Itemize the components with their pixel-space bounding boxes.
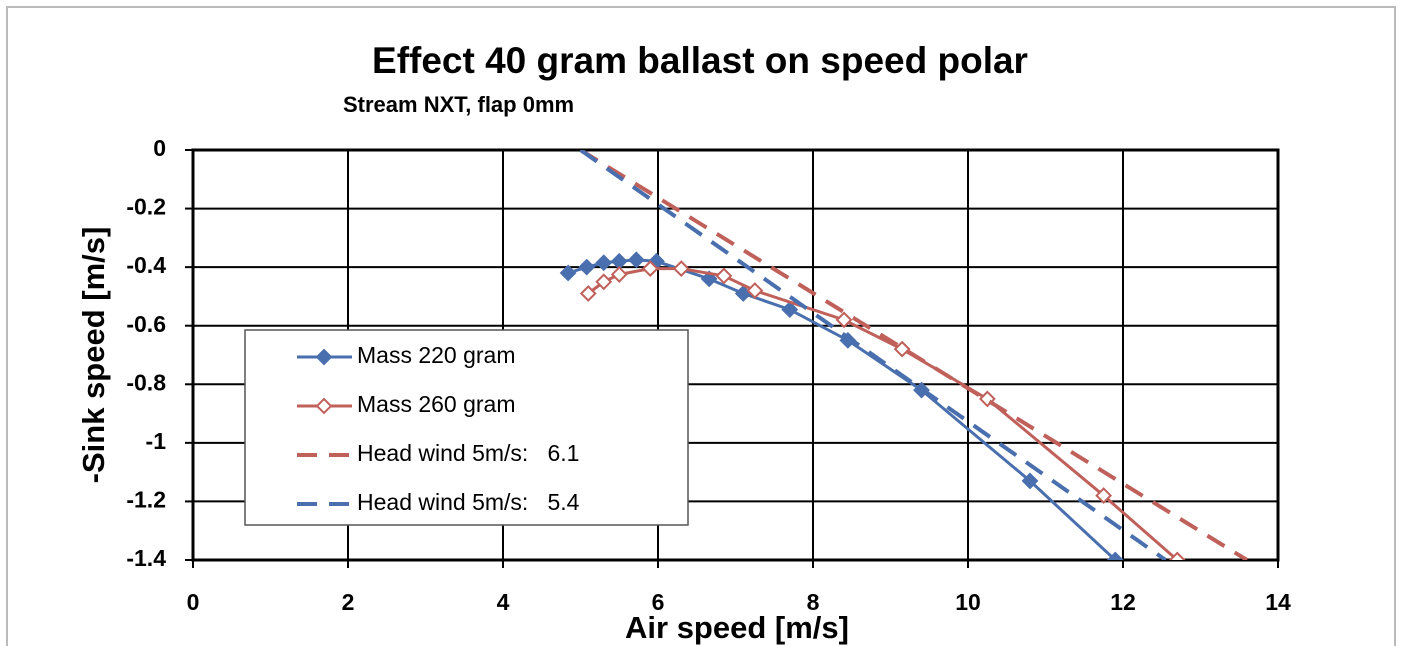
series-line: [579, 150, 1167, 560]
marker: [1168, 551, 1186, 560]
x-tick-label: 6: [652, 589, 665, 615]
marker: [893, 340, 911, 358]
marker: [559, 264, 577, 282]
y-tick-label: -0.2: [126, 194, 166, 220]
plot-area: [559, 150, 1249, 560]
marker: [595, 254, 613, 272]
chart-title: Effect 40 gram ballast on speed polar: [372, 40, 1028, 81]
chart-subtitle: Stream NXT, flap 0mm: [343, 92, 574, 117]
marker: [978, 390, 996, 408]
marker: [715, 267, 733, 285]
y-tick-label: -0.6: [126, 311, 166, 337]
marker: [781, 301, 799, 319]
marker: [610, 266, 628, 283]
x-tick-label: 14: [1265, 589, 1291, 615]
marker: [1106, 551, 1124, 560]
x-tick-label: 0: [187, 589, 200, 615]
marker: [315, 397, 333, 415]
marker: [595, 273, 613, 291]
x-axis-label: Air speed [m/s]: [625, 610, 849, 645]
y-tick-label: -0.4: [126, 252, 166, 278]
marker: [1021, 472, 1039, 490]
marker: [839, 331, 857, 349]
y-tick-label: -1.2: [126, 487, 166, 513]
marker: [627, 251, 645, 269]
marker: [641, 260, 659, 278]
y-axis-label: -Sink speed [m/s]: [76, 227, 111, 484]
marker: [672, 260, 690, 278]
y-tick-label: -0.8: [126, 369, 166, 395]
x-tick-label: 10: [955, 589, 981, 615]
legend-label: Head wind 5m/s: 5.4: [357, 489, 580, 515]
marker: [315, 348, 333, 366]
marker: [1095, 487, 1113, 504]
legend-label: Head wind 5m/s: 6.1: [357, 440, 579, 466]
x-tick-label: 8: [807, 589, 820, 615]
series-line: [579, 150, 1249, 560]
legend-label: Mass 220 gram: [357, 342, 516, 368]
x-tick-label: 12: [1110, 589, 1136, 615]
y-tick-label: 0: [153, 135, 166, 161]
x-tick-label: 4: [497, 589, 510, 615]
legend: [244, 329, 689, 526]
y-tick-label: -1: [146, 428, 167, 454]
marker: [578, 258, 596, 276]
marker: [835, 311, 853, 329]
plot-frame: [191, 148, 1280, 562]
marker: [700, 270, 718, 288]
marker: [579, 285, 597, 302]
y-tick-label: -1.4: [126, 545, 166, 571]
legend-label: Mass 260 gram: [357, 391, 516, 417]
x-tick-label: 2: [342, 589, 355, 615]
marker: [746, 282, 764, 299]
